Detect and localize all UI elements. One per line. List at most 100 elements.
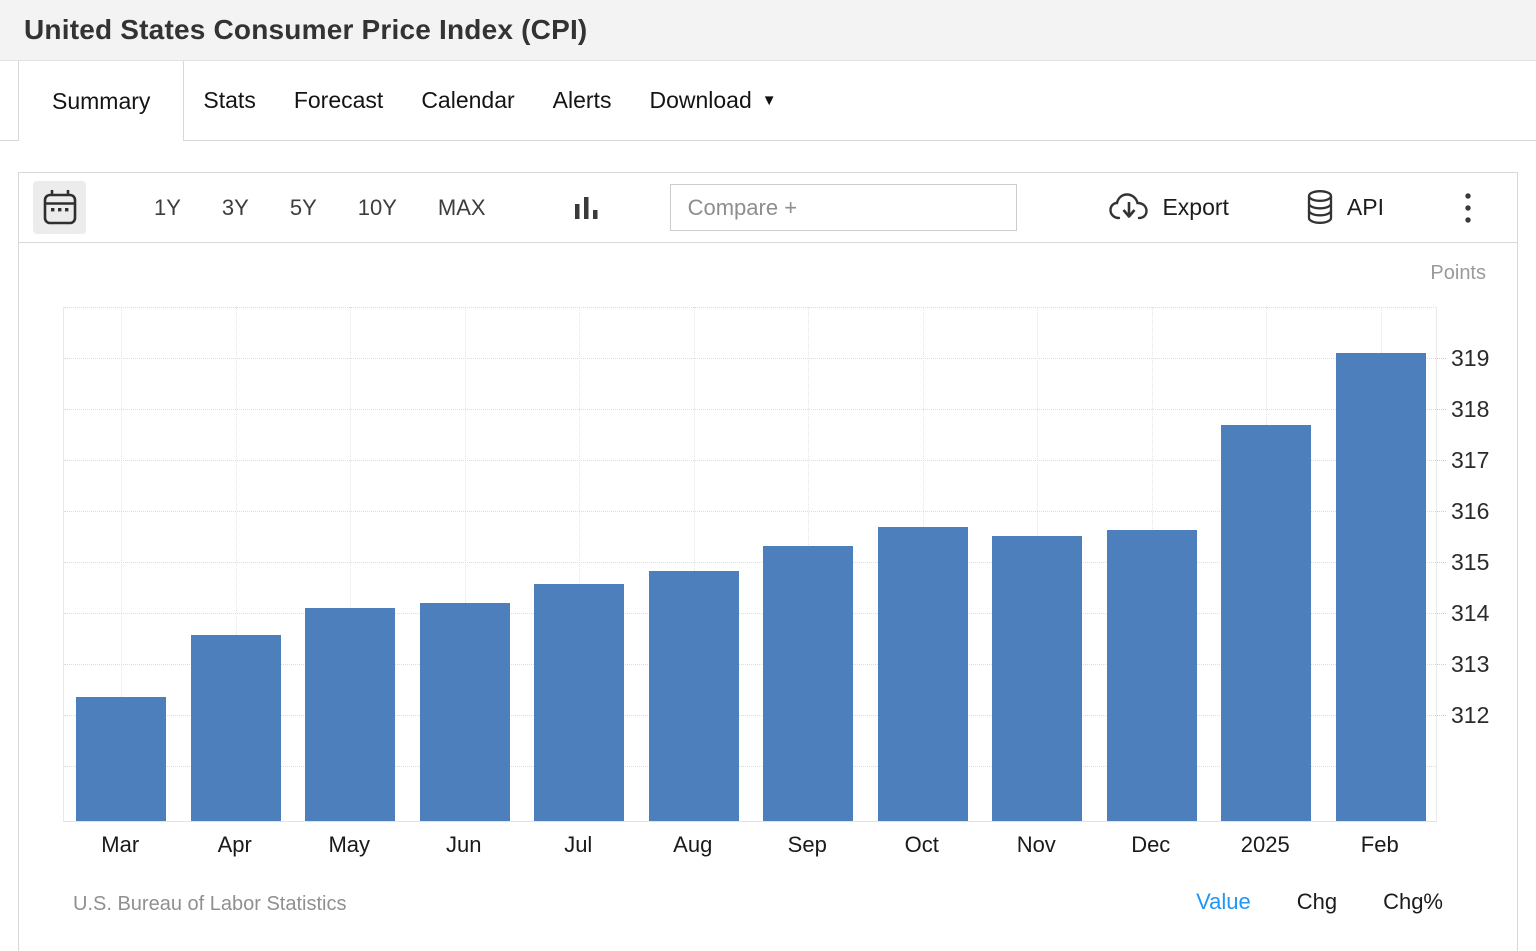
gridline-vertical [693,307,695,821]
plot-area [63,307,1437,822]
display-mode-switch: Value Chg Chg% [1196,889,1443,915]
bar-nov[interactable] [992,535,1083,821]
y-axis-label-316: 316 [1451,497,1490,524]
page-title: United States Consumer Price Index (CPI) [24,14,588,45]
y-axis-label-314: 314 [1451,599,1490,626]
gridline-vertical [121,307,123,821]
range-button-10y[interactable]: 10Y [356,191,399,225]
range-button-3y[interactable]: 3Y [220,191,251,225]
bar-jun[interactable] [419,602,510,821]
content-panel: 1Y 3Y 5Y 10Y MAX Export [18,172,1518,951]
range-buttons: 1Y 3Y 5Y 10Y MAX [152,191,488,225]
y-axis-label-319: 319 [1451,344,1490,371]
x-axis-label-jun: Jun [446,832,482,857]
bar-mar[interactable] [76,697,167,821]
bar-oct[interactable] [877,527,968,821]
x-axis-label-apr: Apr [217,832,252,857]
y-axis-unit-label: Points [1430,262,1486,284]
tab-label: Stats [203,87,256,113]
chevron-down-icon: ▼ [761,92,777,109]
kebab-menu-icon [1465,192,1471,223]
x-axis-label-nov: Nov [1016,832,1056,857]
y-axis-label-315: 315 [1451,548,1490,575]
gridline-horizontal [64,408,1436,410]
tab-forecast[interactable]: Forecast [275,61,402,140]
range-button-5y[interactable]: 5Y [288,191,319,225]
y-axis-tick [1437,357,1446,359]
tab-label: Calendar [421,87,515,113]
y-axis-tick [1437,663,1446,665]
gridline-vertical [579,307,581,821]
bar-aug[interactable] [648,571,739,821]
y-axis-tick [1437,714,1446,716]
cloud-download-icon [1109,192,1149,219]
api-button[interactable]: API [1305,189,1384,227]
x-axis-label-feb: Feb [1360,832,1399,857]
database-icon [1307,189,1333,224]
gridline-horizontal [64,612,1436,614]
y-axis-tick [1437,459,1446,461]
tab-calendar[interactable]: Calendar [402,61,533,140]
gridline-horizontal [64,561,1436,563]
x-axis-label-dec: Dec [1131,832,1171,857]
mode-value[interactable]: Value [1196,889,1251,914]
tab-label: Download [649,87,752,113]
bar-2025[interactable] [1221,424,1312,821]
compare-input[interactable] [669,184,1017,231]
tab-label: Alerts [552,87,612,113]
bar-apr[interactable] [190,634,281,821]
gridline-horizontal [64,357,1436,359]
chart-type-button[interactable] [572,193,600,223]
gridline-horizontal [64,307,1436,308]
x-axis-label-jul: Jul [564,832,593,857]
y-axis-label-313: 313 [1451,650,1490,677]
y-axis-label-318: 318 [1451,395,1490,422]
gridline-vertical [464,307,466,821]
gridline-vertical [235,307,237,821]
gridline-horizontal [64,510,1436,512]
tab-summary[interactable]: Summary [18,61,185,141]
y-axis-label-317: 317 [1451,446,1490,473]
tab-alerts[interactable]: Alerts [534,61,631,140]
gridline-horizontal [64,663,1436,665]
calendar-icon [43,189,76,224]
export-label: Export [1162,194,1229,220]
gridline-horizontal [64,714,1436,716]
bar-may[interactable] [305,608,396,821]
date-range-calendar-button[interactable] [33,181,86,234]
tab-label: Summary [52,87,151,114]
range-button-1y[interactable]: 1Y [152,191,183,225]
source-attribution: U.S. Bureau of Labor Statistics [73,893,347,915]
x-axis-label-aug: Aug [673,832,713,857]
bar-dec[interactable] [1106,529,1197,821]
export-button[interactable]: Export [1108,192,1229,224]
tab-stats[interactable]: Stats [184,61,274,140]
y-axis-tick [1437,408,1446,410]
y-axis-label-312: 312 [1451,701,1490,728]
x-axis-label-may: May [328,832,371,857]
y-axis-tick [1437,561,1446,563]
more-options-button[interactable] [1464,191,1472,225]
api-label: API [1346,194,1384,220]
mode-chg[interactable]: Chg [1296,889,1338,914]
tab-label: Forecast [293,87,384,113]
bar-feb[interactable] [1335,352,1426,821]
gridline-vertical [350,307,352,821]
gridline-horizontal [64,765,1436,767]
range-button-max[interactable]: MAX [436,191,488,225]
x-axis-label-sep: Sep [787,832,827,857]
title-bar: United States Consumer Price Index (CPI) [0,0,1536,61]
gridline-horizontal [64,459,1436,461]
mode-chgpct[interactable]: Chg% [1383,889,1443,914]
bar-chart-type-icon [574,196,598,219]
bar-jul[interactable] [534,584,625,821]
chart-toolbar: 1Y 3Y 5Y 10Y MAX Export [19,173,1517,243]
tab-download[interactable]: Download ▼ [630,61,795,140]
x-axis-label-mar: Mar [101,832,140,857]
y-axis-tick [1437,510,1446,512]
bar-sep[interactable] [763,545,854,821]
y-axis-tick [1437,612,1446,614]
x-axis-label-oct: Oct [904,832,939,857]
tab-bar: Summary Stats Forecast Calendar Alerts Downlo… [0,61,1536,141]
